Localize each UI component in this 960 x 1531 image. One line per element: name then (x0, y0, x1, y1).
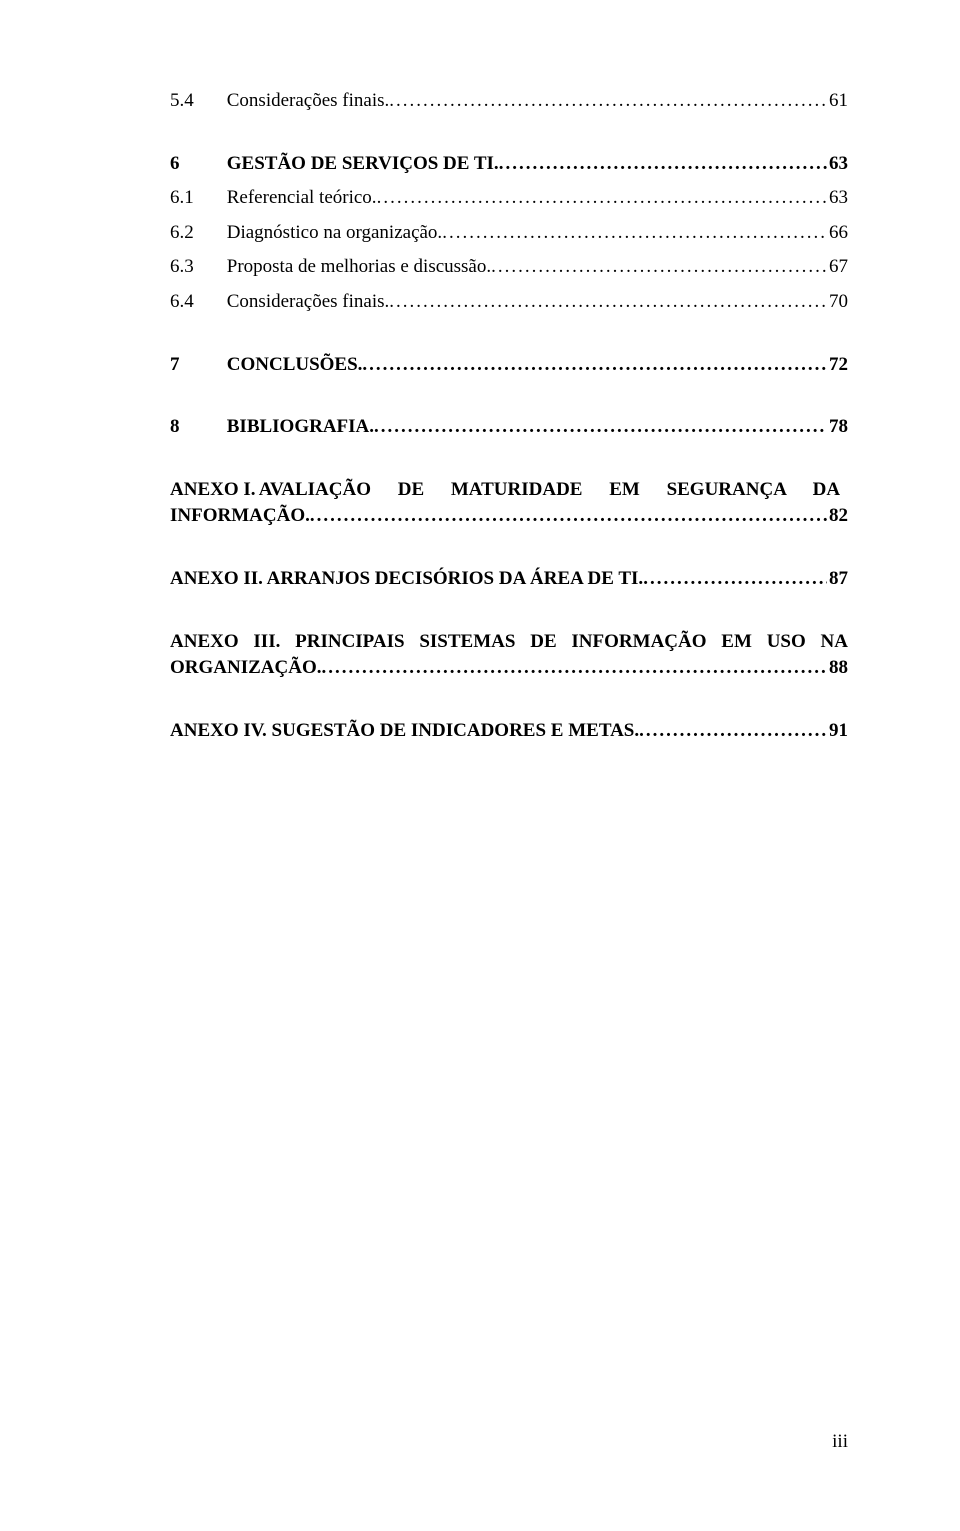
toc-label: 6.2 Diagnóstico na organização. (170, 220, 442, 247)
toc-page-num: 67 (827, 254, 848, 281)
toc-entry-anexo-4: ANEXO IV. SUGESTÃO DE INDICADORES E META… (170, 718, 848, 745)
page-number: iii (832, 1431, 848, 1453)
toc-leader (499, 151, 827, 178)
toc-entry-line2: ORGANIZAÇÃO. 88 (170, 655, 848, 682)
toc-entry-6-1: 6.1 Referencial teórico. 63 (170, 185, 848, 212)
toc-leader (442, 220, 827, 247)
toc-leader (374, 414, 827, 441)
toc-page-num: 70 (827, 289, 848, 316)
toc-entry-6-2: 6.2 Diagnóstico na organização. 66 (170, 220, 848, 247)
toc-page-num: 82 (827, 503, 848, 530)
toc-entry-anexo-3: ANEXO III. PRINCIPAIS SISTEMAS DE INFORM… (170, 629, 848, 682)
toc-entry-anexo-2: ANEXO II. ARRANJOS DECISÓRIOS DA ÁREA DE… (170, 566, 848, 593)
toc-entry-line2: INFORMAÇÃO. 82 (170, 503, 848, 530)
toc-entry-line1: ANEXO I. AVALIAÇÃO DE MATURIDADE EM SEGU… (170, 477, 848, 504)
toc-leader (362, 352, 827, 379)
toc-label: 7 CONCLUSÕES. (170, 352, 362, 379)
toc-page-num: 72 (827, 352, 848, 379)
spacer (170, 538, 848, 566)
spacer (170, 386, 848, 414)
toc-page-num: 63 (827, 151, 848, 178)
toc-entry-6-3: 6.3 Proposta de melhorias e discussão. 6… (170, 254, 848, 281)
toc-leader (389, 88, 827, 115)
toc-page: 5.4 Considerações finais. 61 6 GESTÃO DE… (0, 0, 960, 812)
toc-label: 5.4 Considerações finais. (170, 88, 389, 115)
toc-entry-8: 8 BIBLIOGRAFIA. 78 (170, 414, 848, 441)
toc-label: ANEXO II. ARRANJOS DECISÓRIOS DA ÁREA DE… (170, 566, 643, 593)
spacer (170, 324, 848, 352)
toc-leader (389, 289, 827, 316)
spacer (170, 601, 848, 629)
toc-page-num: 91 (827, 718, 848, 745)
toc-entry-6: 6 GESTÃO DE SERVIÇOS DE TI. 63 (170, 151, 848, 178)
toc-label: 6.4 Considerações finais. (170, 289, 389, 316)
toc-label: 6 GESTÃO DE SERVIÇOS DE TI. (170, 151, 499, 178)
toc-entry-5-4: 5.4 Considerações finais. 61 (170, 88, 848, 115)
toc-leader (310, 503, 827, 530)
toc-leader (639, 718, 827, 745)
toc-label: ANEXO IV. SUGESTÃO DE INDICADORES E META… (170, 718, 639, 745)
toc-page-num: 61 (827, 88, 848, 115)
toc-page-num: 66 (827, 220, 848, 247)
toc-leader (643, 566, 827, 593)
toc-page-num: 87 (827, 566, 848, 593)
toc-leader (491, 254, 827, 281)
toc-page-num: 63 (827, 185, 848, 212)
toc-leader (377, 185, 827, 212)
toc-entry-line1: ANEXO III. PRINCIPAIS SISTEMAS DE INFORM… (170, 629, 848, 656)
toc-entry-anexo-1: ANEXO I. AVALIAÇÃO DE MATURIDADE EM SEGU… (170, 477, 848, 530)
toc-entry-6-4: 6.4 Considerações finais. 70 (170, 289, 848, 316)
toc-label: 6.3 Proposta de melhorias e discussão. (170, 254, 491, 281)
toc-entry-7: 7 CONCLUSÕES. 72 (170, 352, 848, 379)
toc-page-num: 88 (827, 655, 848, 682)
toc-page-num: 78 (827, 414, 848, 441)
toc-leader (321, 655, 827, 682)
toc-label: 6.1 Referencial teórico. (170, 185, 377, 212)
spacer (170, 449, 848, 477)
spacer (170, 690, 848, 718)
spacer (170, 123, 848, 151)
toc-label: 8 BIBLIOGRAFIA. (170, 414, 374, 441)
